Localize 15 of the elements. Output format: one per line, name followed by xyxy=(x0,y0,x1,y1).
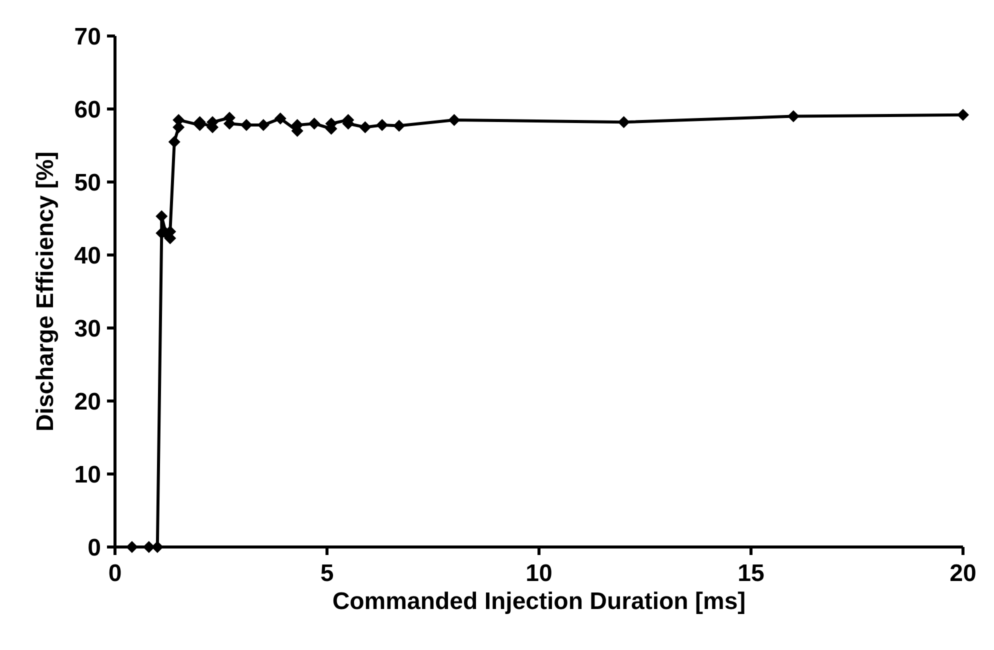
y-tick-label: 30 xyxy=(74,315,101,342)
x-tick-label: 15 xyxy=(738,560,764,587)
y-tick-label: 60 xyxy=(74,96,101,124)
y-tick-label: 10 xyxy=(74,461,101,488)
y-tick-label: 0 xyxy=(88,534,101,562)
y-tick-label: 40 xyxy=(74,242,101,270)
y-axis-title: Discharge Efficiency [%] xyxy=(32,151,59,432)
x-tick-label: 0 xyxy=(108,560,122,587)
y-tick-label: 70 xyxy=(74,23,101,50)
x-tick-label: 20 xyxy=(950,560,976,587)
y-tick-label: 20 xyxy=(74,388,101,416)
x-tick-label: 5 xyxy=(320,560,334,587)
y-tick-label: 50 xyxy=(74,169,101,196)
x-axis-title: Commanded Injection Duration [ms] xyxy=(332,588,746,615)
x-tick-label: 10 xyxy=(526,560,552,587)
